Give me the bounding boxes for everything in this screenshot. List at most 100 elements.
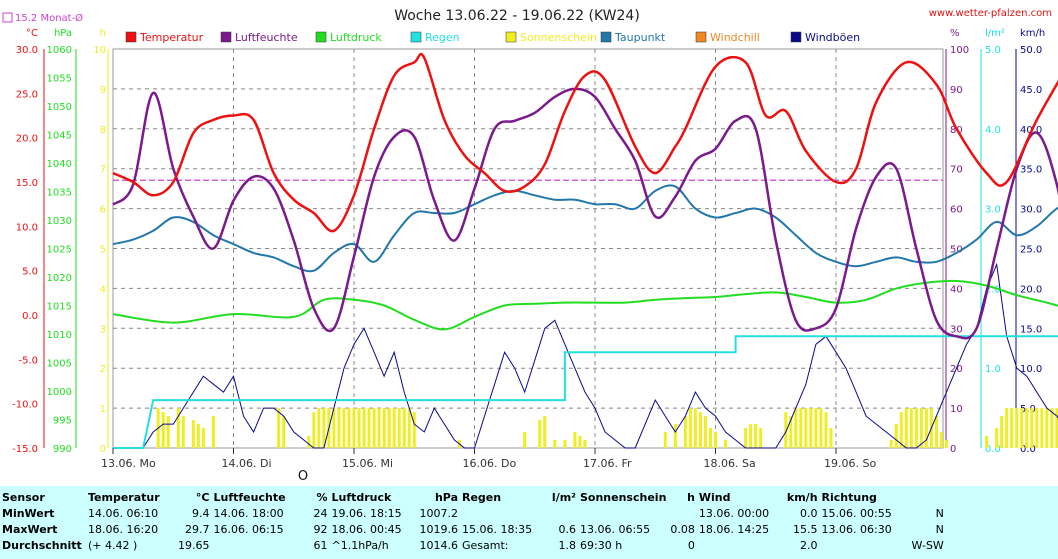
- sunshine-bar: [703, 416, 707, 448]
- series-layer: [112, 52, 1058, 449]
- sunshine-bar: [759, 428, 763, 448]
- press-axis-tick: 1050: [47, 102, 72, 113]
- press-axis-unit: hPa: [54, 28, 72, 39]
- sunshine-bar: [904, 408, 908, 448]
- wind-axis-unit: km/h: [1020, 28, 1045, 39]
- stats-header-unit: %: [316, 490, 328, 504]
- sunshine-bar: [553, 440, 557, 448]
- windchill-swatch-icon: [695, 31, 707, 43]
- wind-axis-tick: 35.0: [1020, 165, 1042, 176]
- sunshine-bar: [683, 416, 687, 448]
- sun-axis-tick: 1: [100, 404, 106, 415]
- stats-cell-value: N: [935, 506, 944, 520]
- sunshine-bar: [1030, 408, 1034, 448]
- sunshine-bar: [944, 440, 948, 448]
- sunshine-bar: [1010, 408, 1014, 448]
- legend-item-temp: Temperatur: [125, 31, 204, 44]
- sunshine-bar: [794, 408, 798, 448]
- sunshine-bar: [724, 440, 728, 448]
- sun-axis-tick: 6: [100, 205, 106, 216]
- sunshine-bar: [357, 408, 361, 448]
- press-axis-tick: 990: [53, 444, 72, 455]
- press-axis-tick: 1010: [47, 330, 72, 341]
- stats-header-unit: [910, 489, 946, 505]
- sunshine-bar: [196, 424, 200, 448]
- sunshine-bar: [382, 408, 386, 448]
- site-link[interactable]: www.wetter-pfalzen.com: [929, 8, 1052, 19]
- stats-row: MaxWert 18.06. 16:20 29.7 16.06. 06:15 92 18.…: [0, 521, 946, 537]
- temp-axis-tick: 25.0: [16, 89, 38, 100]
- sunshine-bar: [191, 420, 195, 448]
- sunshine-bar: [322, 408, 326, 448]
- sunshine-bar: [899, 412, 903, 448]
- sunshine-bar: [201, 428, 205, 448]
- press-axis-tick: 995: [53, 416, 72, 427]
- temp-axis-tick: -15.0: [12, 444, 38, 455]
- temp-swatch-icon: [125, 31, 137, 43]
- sunshine-bar: [799, 408, 803, 448]
- stats-cell-time: ^1.1hPa/h: [331, 538, 389, 552]
- stats-cell-value: 1.8: [558, 538, 577, 552]
- sunshine-bar: [814, 408, 818, 448]
- sun-axis-tick: 10: [93, 45, 106, 56]
- hum-axis-tick: 50: [950, 245, 963, 256]
- stats-header-cell: Luftdruck: [331, 490, 392, 504]
- stats-header-cell: Sensor: [2, 490, 45, 504]
- sunshine-bar: [362, 408, 366, 448]
- stats-header-unit: °C: [195, 490, 210, 504]
- stats-row: MinWert 14.06. 06:10 9.4 14.06. 18:00 24 19.0…: [0, 505, 946, 521]
- stats-cell-value: 19.65: [178, 538, 210, 552]
- sunshine-bar: [176, 408, 180, 448]
- stats-cell-value: W-SW: [911, 538, 944, 552]
- sunshine-bar: [985, 436, 989, 448]
- sunshine-bar: [372, 408, 376, 448]
- stats-cell-value: 0.0: [800, 506, 818, 520]
- sunshine-bar: [819, 408, 823, 448]
- sunshine-bar: [1020, 408, 1024, 448]
- press-axis-tick: 1015: [47, 302, 72, 313]
- sunshine-bar: [392, 408, 396, 448]
- stats-cell-value: N: [935, 522, 944, 536]
- sunshine-bar: [1000, 416, 1004, 448]
- sunshine-bar: [824, 412, 828, 448]
- press-axis-tick: 1030: [47, 216, 72, 227]
- stats-cell-value: 1007.2: [419, 506, 459, 520]
- sun-axis-tick: 7: [100, 165, 106, 176]
- stats-header-row: Sensor Temperatur °C Luftfeuchte% Luftdruck h…: [0, 489, 946, 505]
- rain-swatch-icon: [410, 31, 422, 43]
- sunshine-bar: [749, 424, 753, 448]
- sunshine-bar: [784, 412, 788, 448]
- stats-cell-time: 13.06. 00:00: [698, 506, 770, 520]
- stats-header-unit: km/h: [786, 490, 818, 504]
- stats-cell-time: (+ 4.42 ): [88, 538, 138, 552]
- legend-item-sun: Sonnenschein: [505, 31, 597, 44]
- temp-axis-tick: -10.0: [12, 400, 38, 411]
- stats-header-cell: Wind: [698, 490, 731, 504]
- hum-swatch-icon: [220, 31, 232, 43]
- sun-axis-tick: 4: [100, 284, 106, 295]
- sunshine-bar: [377, 408, 381, 448]
- stats-row: Durchschnitt (+ 4.42 ) 19.65 61 ^1.1hPa/h 101…: [0, 537, 946, 553]
- sunshine-bar: [1025, 408, 1029, 448]
- humidity-line: [112, 87, 1058, 340]
- sunshine-bar: [543, 416, 547, 448]
- stats-header-unit: h: [687, 490, 695, 504]
- sun-swatch-icon: [505, 31, 517, 43]
- temp-axis-tick: 5.0: [22, 267, 38, 278]
- hum-axis-tick: 70: [950, 165, 963, 176]
- sunshine-bar: [282, 416, 286, 448]
- wind-axis-tick: 0.0: [1020, 444, 1036, 455]
- stats-cell-value: 0: [687, 538, 695, 552]
- sunshine-bar: [995, 428, 999, 448]
- sunshine-bar: [317, 408, 321, 448]
- stats-header-cell: Luftfeuchte: [213, 490, 286, 504]
- stats-cell-value: 15.5: [793, 522, 818, 536]
- x-label-day: 15.06. Mi: [342, 457, 393, 470]
- stats-cell-value: 0.08: [670, 522, 695, 536]
- press-axis-tick: 1020: [47, 273, 72, 284]
- rain-axis-unit: l/m²: [985, 28, 1005, 39]
- press-axis-tick: 1000: [47, 387, 72, 398]
- x-label-day: 16.06. Do: [463, 457, 517, 470]
- sunshine-bar: [402, 408, 406, 448]
- x-axis: 13.06. Mo 14.06. Di 15.06. Mi 16.06. Do 17.0…: [101, 448, 876, 484]
